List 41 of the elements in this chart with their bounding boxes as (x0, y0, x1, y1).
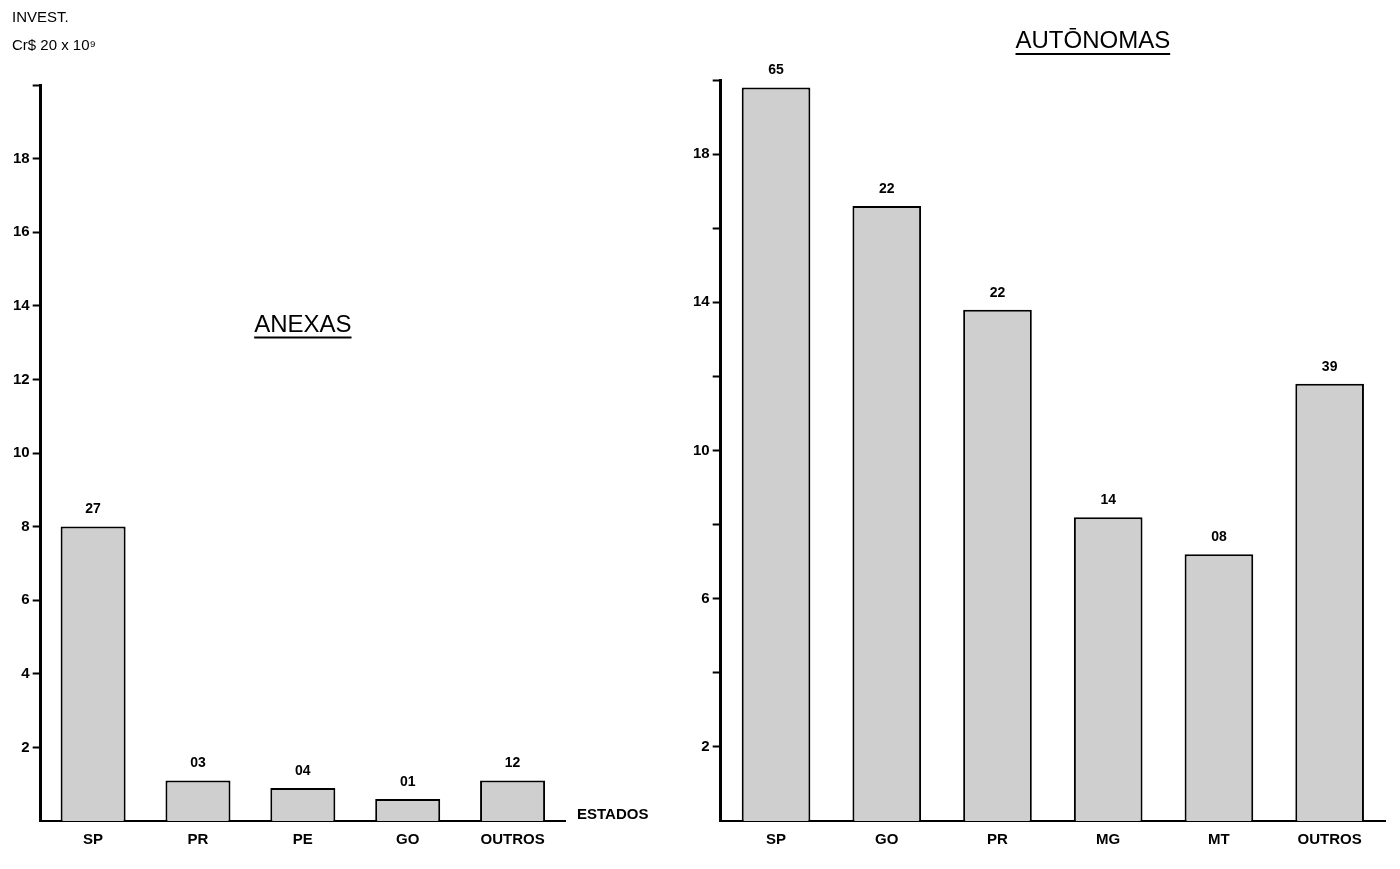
y-tick-label: 10 (693, 440, 710, 458)
annotation: 03 (190, 754, 206, 771)
x-tick-label: GO (875, 830, 899, 848)
x-tick-label: SP (766, 830, 787, 848)
x-axis-title: ESTADOS (577, 805, 649, 823)
annotation: 39 (1321, 357, 1338, 374)
annotation: 12 (504, 754, 521, 771)
x-tick-label: MT (1208, 830, 1230, 848)
x-tick-label: PR (187, 830, 209, 848)
annotation: 65 (768, 61, 785, 78)
y-tick-label: 18 (13, 148, 30, 166)
annotation: 22 (989, 283, 1006, 300)
x-tick-label: MG (1096, 830, 1121, 848)
y-tick-label: 12 (13, 369, 30, 387)
x-tick-label: SP (83, 830, 104, 848)
y-tick-label: 14 (13, 295, 31, 313)
text: ANEXAS (254, 309, 352, 337)
y-tick-label: 6 (701, 588, 710, 606)
x-tick-label: OUTROS (1297, 830, 1362, 848)
y-tick-label: 4 (21, 663, 31, 681)
annotation: 01 (399, 772, 416, 789)
y-axis-title: INVEST. (12, 8, 69, 25)
x-tick-label: OUTROS (480, 830, 545, 848)
annotation: 22 (878, 179, 895, 196)
y-tick-label: 10 (13, 443, 30, 461)
y-tick-label: 6 (21, 590, 30, 608)
y-tick-label: 2 (21, 737, 30, 755)
annotation: 08 (1211, 528, 1227, 545)
annotation: 27 (85, 500, 102, 517)
text: Cr$ 20 x 10⁹ (12, 36, 96, 53)
x-tick-label: PE (292, 830, 313, 848)
annotation: 04 (295, 761, 311, 778)
annotation: 14 (1100, 491, 1117, 508)
y-tick-label: 8 (21, 516, 30, 534)
y-tick-label: 2 (701, 737, 710, 755)
y-tick-label: 14 (693, 292, 711, 310)
x-tick-label: PR (987, 830, 1009, 848)
chart-title: AUTŌNOMAS (1015, 26, 1171, 53)
y-tick-label: 18 (693, 144, 710, 162)
y-tick-label: 16 (13, 222, 30, 240)
x-tick-label: GO (396, 830, 420, 848)
